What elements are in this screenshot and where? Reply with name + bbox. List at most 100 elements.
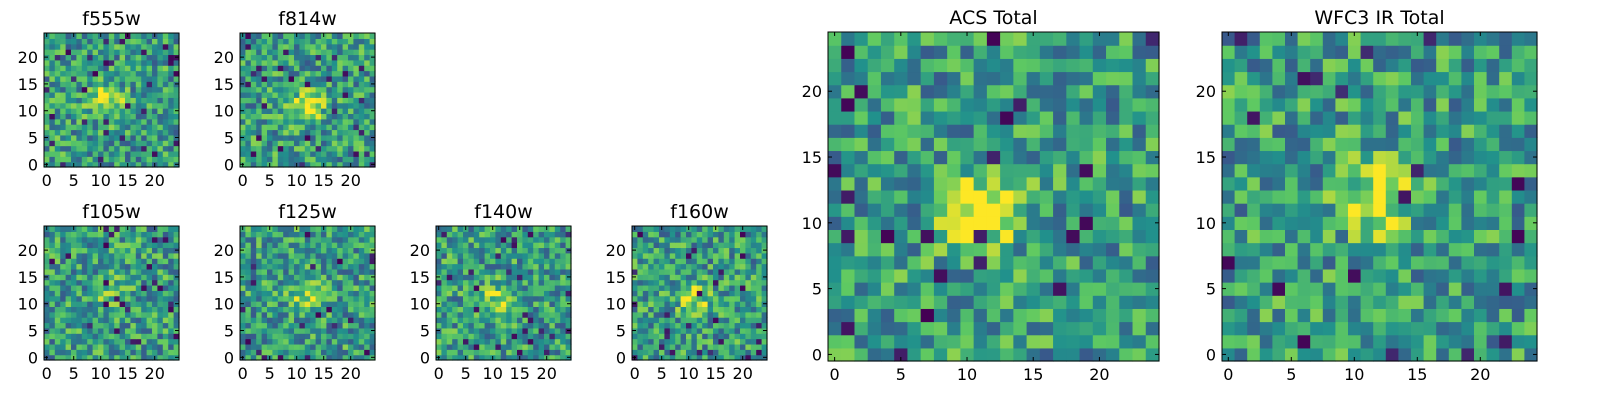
heatmap-cell [479,317,486,324]
heatmap-cell [479,338,486,345]
heatmap-cell [304,145,311,152]
heatmap-cell [642,327,649,334]
heatmap-cell [353,124,360,131]
heatmap-cell [49,236,56,243]
heatmap-cell [364,75,371,82]
heatmap-cell [841,124,856,138]
heatmap-cell [1092,176,1107,191]
heatmap-cell [358,161,365,168]
heatmap-cell [1461,268,1475,283]
heatmap-cell [490,349,496,356]
heatmap-cell [168,75,175,82]
heatmap-cell [1360,242,1374,257]
heatmap-cell [960,229,975,244]
heatmap-cell [146,231,153,238]
heatmap-cell [315,38,322,45]
heatmap-cell [321,150,327,157]
heatmap-cell [65,70,72,77]
heatmap-cell [533,279,540,286]
heatmap-cell [1448,203,1462,217]
heatmap-cell [261,236,268,243]
heatmap-cell [98,75,104,82]
heatmap-cell [1053,295,1067,309]
heatmap-cell [1132,163,1147,178]
heatmap-cell [92,86,99,93]
heatmap-cell [240,59,246,66]
heatmap-cell [369,236,376,243]
heatmap-cell [358,247,365,254]
heatmap-cell [76,33,83,39]
heatmap-cell [538,252,545,259]
heatmap-cell [277,317,284,324]
heatmap-cell [125,333,131,340]
heatmap-cell [299,91,306,98]
heatmap-cell [119,327,126,334]
heatmap-cell [947,32,961,46]
heatmap-cell [457,279,464,286]
heatmap-cell [696,322,703,329]
heatmap-cell [1499,163,1513,178]
heatmap-cell [141,91,148,98]
heatmap-cell [907,32,922,46]
heatmap-cell [108,81,115,88]
heatmap-cell [549,338,556,345]
heatmap-cell [500,311,507,318]
heatmap-cell [250,226,257,232]
heatmap-cell [54,279,61,286]
heatmap-cell [756,279,763,286]
heatmap-cell [98,343,104,350]
heatmap-cell [691,274,698,281]
heatmap-cell [713,301,719,307]
heatmap-cell [484,311,491,318]
heatmap-cell [907,71,922,86]
heatmap-cell [315,145,322,152]
heatmap-cell [272,124,279,131]
heatmap-cell [54,226,61,232]
heatmap-cell [310,338,317,345]
heatmap-cell [707,338,714,345]
heatmap-cell [130,349,137,356]
heatmap-cell [473,236,480,243]
heatmap-cell [283,306,290,313]
heatmap-cell [283,102,290,109]
heatmap-cell [1499,255,1513,270]
heatmap-cell [108,118,115,125]
heatmap-cell [479,354,486,361]
heatmap-cell [65,150,72,157]
heatmap-cell [103,70,110,77]
heatmap-cell [686,252,692,259]
heatmap-cell [880,71,895,86]
heatmap-cell [348,258,354,265]
heatmap-cell [691,311,698,318]
heatmap-cell [245,252,252,259]
heatmap-cell [1385,150,1399,165]
heatmap-cell [750,268,757,275]
heatmap-cell [152,343,158,350]
heatmap-cell [261,150,268,157]
heatmap-cell [642,295,649,302]
heatmap-cell [1285,321,1299,336]
heatmap-cell [54,97,61,104]
heatmap-cell [907,347,922,362]
heatmap-cell [841,32,856,46]
heatmap-cell [446,236,453,243]
heatmap-cell [549,333,556,340]
heatmap-cell [522,295,529,302]
heatmap-cell [71,140,77,147]
heatmap-cell [653,327,660,334]
heatmap-cell [364,124,371,131]
heatmap-cell [463,338,469,345]
heatmap-cell [637,247,644,254]
heatmap-cell [54,327,61,334]
heatmap-cell [1132,124,1147,138]
heatmap-cell [544,258,550,265]
heatmap-cell [321,258,327,265]
heatmap-cell [973,282,988,296]
heatmap-cell [152,150,158,157]
heatmap-cell [1474,282,1488,296]
y-tick-label: 15 [410,268,430,287]
heatmap-cell [125,70,131,77]
heatmap-cell [326,301,333,307]
heatmap-cell [125,290,131,297]
heatmap-cell [1106,97,1120,112]
